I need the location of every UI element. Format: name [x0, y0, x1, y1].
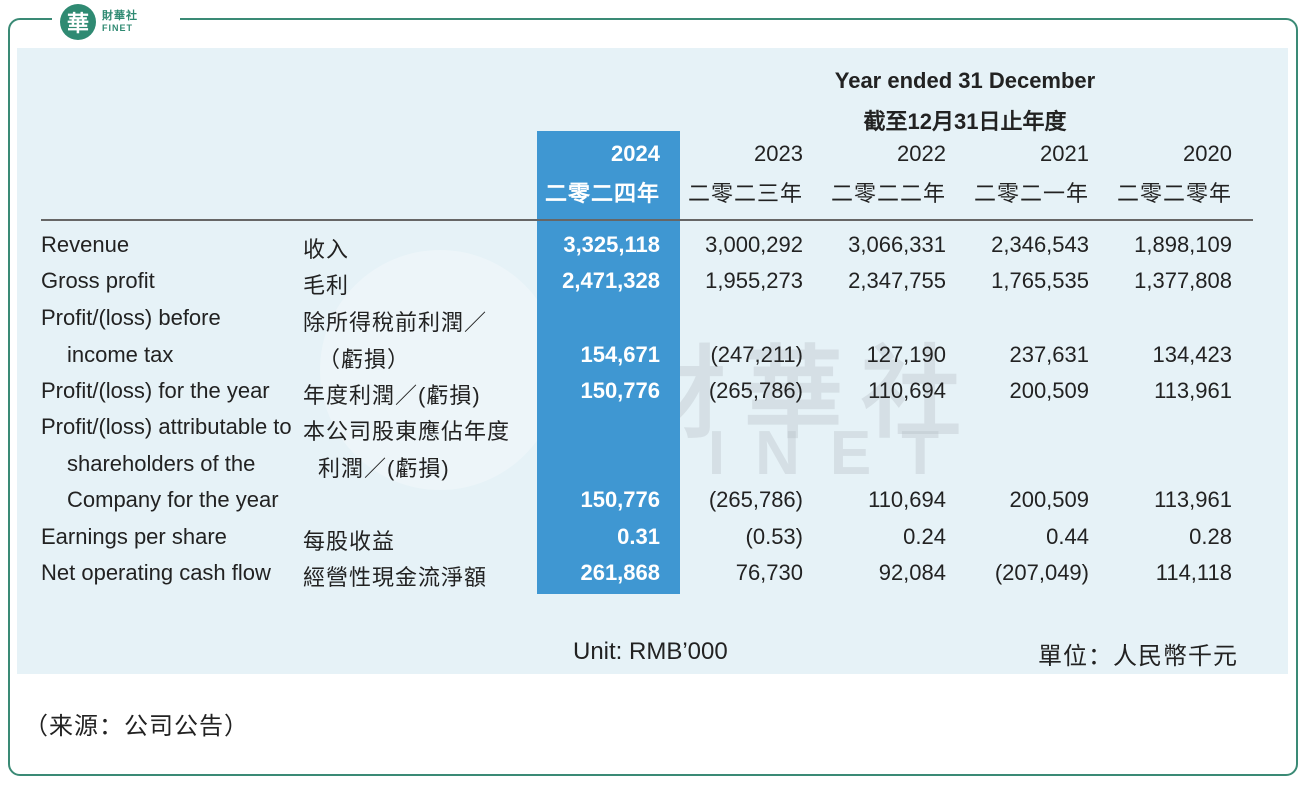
logo-text: 財華社 FINET: [102, 11, 138, 33]
table-cell: 113,961: [1154, 487, 1232, 512]
year-header-2: 2022: [897, 141, 946, 166]
finet-logo: 華 財華社 FINET: [52, 2, 180, 42]
logo-name-cn: 財華社: [102, 10, 138, 22]
row-label-cn: 除所得稅前利潤／: [303, 310, 488, 335]
row-label-en: Revenue: [41, 232, 130, 257]
table-cell: 76,730: [735, 560, 803, 585]
table-cell: 2,346,543: [991, 232, 1089, 257]
table-cell: 2,347,755: [848, 268, 946, 293]
table-cell: 3,325,118: [563, 232, 660, 257]
table-cell: 127,190: [866, 341, 946, 367]
table-cell: 0.31: [617, 524, 660, 549]
table-cell: 0.24: [903, 524, 946, 549]
year-header-cn-4: 二零二零年: [1116, 181, 1232, 206]
logo-name-en: FINET: [102, 23, 133, 33]
unit-label-cn: 單位：人民幣千元: [1038, 643, 1238, 670]
row-label-cn: 毛利: [303, 273, 350, 298]
table-cell: 110,694: [868, 378, 946, 403]
table-cell: 0.28: [1189, 524, 1232, 549]
table-cell: (207,049): [994, 560, 1089, 585]
year-header-1: 2023: [754, 141, 803, 166]
table-cell: 3,066,331: [848, 232, 946, 257]
table-cell: 150,776: [580, 378, 660, 403]
row-label-en: Profit/(loss) before: [41, 305, 221, 330]
table-cell: 1,765,535: [991, 268, 1089, 293]
row-label-en: shareholders of the: [67, 450, 256, 476]
table-cell: (247,211): [710, 341, 803, 367]
logo-mark-icon: 華: [60, 4, 96, 40]
row-label-en: Profit/(loss) attributable to: [41, 414, 292, 439]
row-label-cn: 利潤／(虧損): [318, 455, 450, 481]
year-header-cn-1: 二零二三年: [687, 181, 803, 206]
year-header-3: 2021: [1040, 141, 1089, 166]
watermark-text-en: FINET: [640, 419, 970, 488]
year-header-4: 2020: [1183, 141, 1232, 166]
row-label-en: Earnings per share: [41, 524, 227, 549]
period-title-en: Year ended 31 December: [834, 68, 1096, 93]
table-cell: (265,786): [708, 378, 803, 403]
row-label-cn: 每股收益: [303, 529, 396, 554]
table-cell: 110,694: [868, 487, 946, 512]
header-divider: [41, 219, 1253, 221]
table-cell: (265,786): [708, 487, 803, 512]
row-label-en: Company for the year: [67, 487, 279, 512]
year-header-0: 2024: [611, 141, 660, 166]
source-note: （来源：公司公告）: [24, 713, 249, 740]
row-label-cn: （虧損）: [318, 346, 411, 372]
period-title-cn: 截至12月31日止年度: [863, 109, 1067, 134]
row-label-cn: 經營性現金流淨額: [303, 565, 488, 590]
table-cell: 261,868: [580, 560, 660, 585]
row-label-en: Net operating cash flow: [41, 560, 271, 585]
row-label-cn: 收入: [303, 237, 350, 262]
table-cell: 200,509: [1009, 487, 1089, 512]
year-header-cn-2: 二零二二年: [830, 181, 946, 206]
watermark-logo-icon: [320, 250, 560, 490]
watermark-text-cn: 財華社: [625, 335, 979, 452]
highlight-column-2024: [537, 131, 680, 594]
content-frame: [8, 18, 1298, 776]
table-cell: 134,423: [1152, 341, 1232, 367]
table-cell: (0.53): [745, 524, 803, 549]
row-label-en: Gross profit: [41, 268, 155, 293]
table-cell: 0.44: [1046, 524, 1089, 549]
table-cell: 113,961: [1154, 378, 1232, 403]
year-header-cn-3: 二零二一年: [973, 181, 1089, 206]
unit-label-en: Unit: RMB’000: [573, 638, 728, 665]
table-cell: 92,084: [878, 560, 946, 585]
row-label-en: Profit/(loss) for the year: [41, 378, 270, 403]
table-cell: 3,000,292: [705, 232, 803, 257]
row-label-cn: 年度利潤／(虧損): [303, 383, 481, 408]
table-cell: 1,898,109: [1134, 232, 1232, 257]
row-label-en: income tax: [67, 341, 174, 367]
year-header-cn-0: 二零二四年: [544, 181, 660, 206]
table-cell: 150,776: [580, 487, 660, 512]
table-cell: 237,631: [1009, 341, 1089, 367]
table-cell: 154,671: [580, 341, 660, 367]
table-cell: 2,471,328: [562, 268, 660, 293]
table-cell: 200,509: [1009, 378, 1089, 403]
row-label-cn: 本公司股東應佔年度: [303, 419, 511, 444]
table-cell: 114,118: [1155, 560, 1232, 585]
table-cell: 1,955,273: [705, 268, 803, 293]
table-cell: 1,377,808: [1134, 268, 1232, 293]
